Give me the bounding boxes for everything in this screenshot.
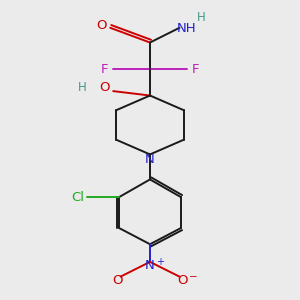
Text: N: N — [145, 153, 155, 166]
Text: F: F — [101, 62, 109, 76]
Text: Cl: Cl — [71, 190, 84, 204]
Text: O: O — [112, 274, 122, 286]
Text: F: F — [191, 62, 199, 76]
Text: NH: NH — [177, 22, 197, 35]
Text: O: O — [178, 274, 188, 286]
Text: O: O — [99, 81, 110, 94]
Text: H: H — [78, 81, 87, 94]
Text: +: + — [156, 257, 164, 268]
Text: O: O — [96, 19, 107, 32]
Text: −: − — [189, 272, 198, 282]
Text: H: H — [197, 11, 206, 24]
Text: N: N — [145, 259, 155, 272]
